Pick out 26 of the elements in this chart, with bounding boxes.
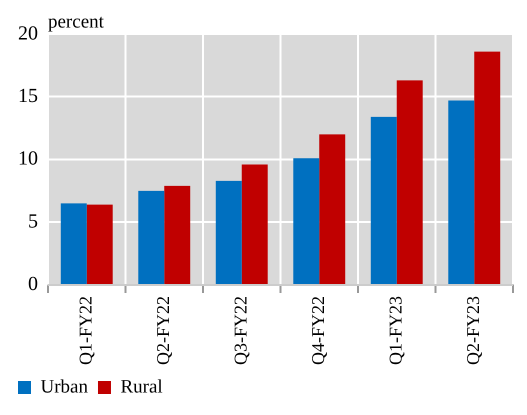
x-tick-label: Q2-FY22 xyxy=(152,296,173,366)
legend-label: Rural xyxy=(120,376,163,398)
bar xyxy=(319,134,346,284)
bar xyxy=(448,100,474,284)
x-tick-label: Q4-FY22 xyxy=(308,296,328,366)
x-tick-label: Q3-FY22 xyxy=(230,296,250,366)
y-tick-label: 10 xyxy=(18,148,38,170)
bar xyxy=(474,52,500,284)
bar xyxy=(138,190,164,284)
bar xyxy=(370,116,397,284)
bar xyxy=(164,186,190,284)
bar xyxy=(293,158,320,284)
bar xyxy=(216,180,242,284)
x-tick-label: Q1-FY22 xyxy=(75,296,96,366)
y-tick-label: 5 xyxy=(28,210,38,232)
bar xyxy=(396,80,423,284)
bar xyxy=(86,204,113,284)
bar xyxy=(60,203,87,284)
y-axis-title: percent xyxy=(48,11,105,32)
y-tick-label: 0 xyxy=(28,273,38,296)
x-tick-label: Q2-FY23 xyxy=(462,296,483,366)
x-tick-label: Q1-FY23 xyxy=(385,296,406,366)
y-tick-label: 15 xyxy=(18,85,38,107)
legend-label: Urban xyxy=(40,376,88,398)
bar xyxy=(242,164,268,284)
y-tick-label: 20 xyxy=(18,22,38,44)
